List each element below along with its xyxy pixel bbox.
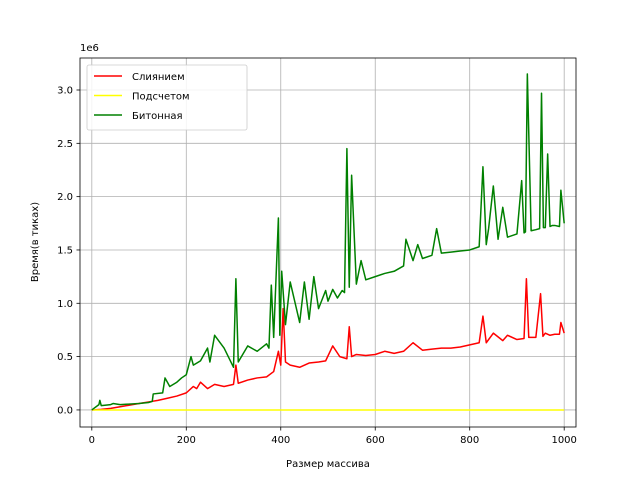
x-tick-label: 400 (271, 435, 290, 446)
x-axis-label: Размер массива (286, 459, 370, 470)
y-tick-label: 0.5 (57, 352, 73, 363)
x-tick-label: 1000 (551, 435, 576, 446)
y-tick-label: 1.0 (57, 299, 73, 310)
legend-box (86, 64, 248, 131)
series-line (91, 73, 565, 411)
x-tick-label: 600 (366, 435, 385, 446)
series-line (91, 278, 565, 411)
y-tick-label: 1.5 (57, 245, 73, 256)
legend-label: Битонная (132, 111, 183, 122)
plot-frame (79, 57, 577, 428)
x-tick-label: 800 (460, 435, 479, 446)
y-axis-label: Время(в тиках) (30, 202, 41, 282)
y-tick-label: 2.5 (57, 139, 73, 150)
x-axis: 0 200 400 600 800 1000 (89, 427, 577, 446)
y-tick-label: 0.0 (57, 405, 73, 416)
y-axis: 0.0 0.5 1.0 1.5 2.0 2.5 3.0 (57, 85, 80, 416)
legend-label: Слиянием (132, 72, 185, 83)
y-tick-label: 3.0 (57, 85, 73, 96)
legend: Слиянием Подсчетом Битонная (86, 64, 248, 131)
y-offset-label: 1e6 (80, 43, 99, 54)
legend-label: Подсчетом (132, 92, 190, 103)
x-tick-label: 0 (89, 435, 95, 446)
x-tick-label: 200 (177, 435, 196, 446)
y-tick-label: 2.0 (57, 192, 73, 203)
series-layer (91, 73, 565, 411)
